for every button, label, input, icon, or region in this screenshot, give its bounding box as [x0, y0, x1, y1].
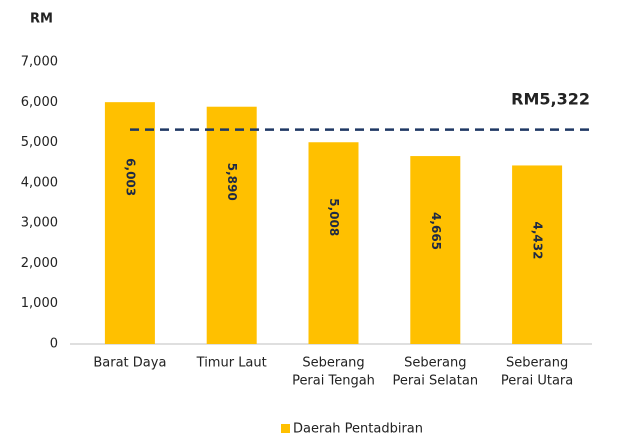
y-tick-label: 2,000	[21, 256, 58, 271]
x-tick-label: Seberang	[302, 356, 364, 371]
y-tick-label: 0	[50, 337, 58, 352]
value-label: 6,003	[123, 158, 137, 196]
x-tick-label: Perai Utara	[501, 374, 573, 389]
y-tick-label: 5,000	[21, 135, 58, 150]
y-tick-label: 6,000	[21, 95, 58, 110]
y-tick-label: 1,000	[21, 296, 58, 311]
legend-swatch	[281, 424, 290, 433]
y-axis-label: RM	[30, 12, 53, 27]
x-tick-label: Seberang	[404, 356, 466, 371]
x-tick-label: Barat Daya	[93, 356, 166, 371]
x-tick-label: Seberang	[506, 356, 568, 371]
legend-label: Daerah Pentadbiran	[293, 422, 423, 437]
bar	[308, 142, 359, 344]
value-label: 4,665	[429, 212, 443, 250]
y-tick-label: 4,000	[21, 175, 58, 190]
reference-label: RM5,322	[511, 90, 590, 109]
y-tick-label: 7,000	[21, 55, 58, 70]
bar	[104, 102, 155, 344]
y-tick-label: 3,000	[21, 216, 58, 231]
bar	[410, 156, 461, 344]
x-tick-label: Perai Selatan	[393, 374, 479, 389]
value-label: 5,008	[327, 198, 341, 236]
bar	[206, 106, 257, 345]
value-label: 4,432	[531, 221, 545, 259]
value-label: 5,890	[225, 163, 239, 201]
x-tick-label: Perai Tengah	[292, 374, 375, 389]
bar	[512, 165, 563, 344]
x-tick-label: Timur Laut	[196, 356, 267, 371]
